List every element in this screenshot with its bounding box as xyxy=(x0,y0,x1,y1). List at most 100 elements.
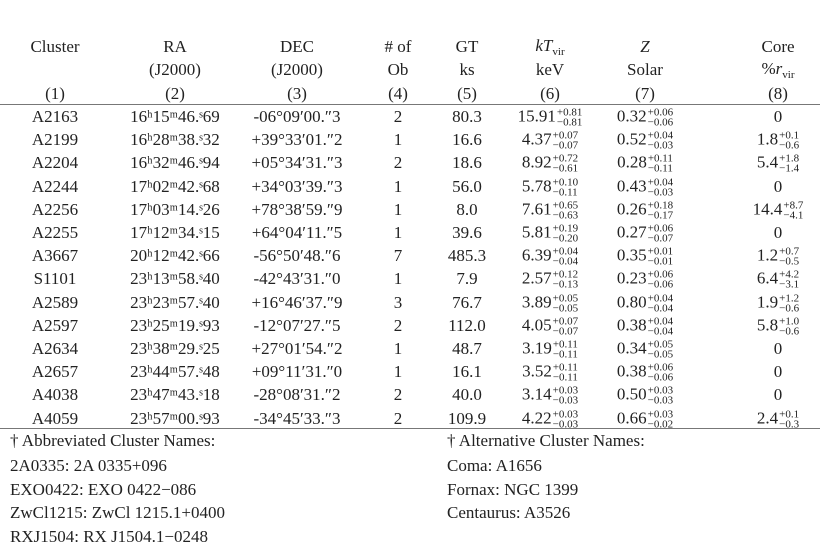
cell: 20ʰ12ᵐ42.ˢ66 xyxy=(130,246,220,266)
lower-error: −0.13 xyxy=(552,278,579,291)
cell: 1 xyxy=(393,199,403,219)
lower-error: −0.02 xyxy=(647,418,674,431)
value: 6.39 xyxy=(521,245,552,265)
measurement: 5.81 +0.19 −0.20 xyxy=(522,222,579,244)
upper-error: +0.06 xyxy=(647,361,674,374)
text: % xyxy=(761,58,776,78)
upper-error: +0.06 xyxy=(647,222,674,235)
error: +0.11 −0.11 xyxy=(553,339,578,360)
column-number: (6) xyxy=(540,84,560,103)
cell: 23ʰ25ᵐ19.ˢ93 xyxy=(130,315,220,335)
value: 0.52 xyxy=(616,129,647,149)
error: +0.01 −0.01 xyxy=(647,246,674,268)
measurement: 0.80 +0.04 −0.04 xyxy=(617,292,673,314)
value: 0.50 xyxy=(616,384,647,404)
measurement: 4.37 +0.07 −0.07 xyxy=(522,129,579,152)
measurement: 1.8 +0.1 −0.6 xyxy=(757,130,800,152)
error: +0.03 −0.03 xyxy=(552,408,579,430)
lower-error: −0.05 xyxy=(552,302,579,315)
value: 0.32 xyxy=(616,106,647,126)
error: +0.06 −0.06 xyxy=(647,107,674,129)
cell: 3 xyxy=(393,292,403,312)
error: +0.05 −0.05 xyxy=(552,293,579,315)
rule xyxy=(0,104,820,105)
cell: 16ʰ32ᵐ46.ˢ94 xyxy=(130,153,220,173)
value: 0.38 xyxy=(616,315,647,335)
cell: 485.3 xyxy=(447,246,487,266)
upper-error: +0.03 xyxy=(552,408,579,421)
cell: 40.0 xyxy=(452,385,482,405)
lower-error: −0.07 xyxy=(647,232,674,245)
value: 0.27 xyxy=(616,222,647,242)
error: +0.10 −0.11 xyxy=(553,177,578,198)
cell: +39°33′01.″2 xyxy=(251,130,343,150)
measurement: 6.4 +4.2 −3.1 xyxy=(757,269,799,291)
lower-error: −0.07 xyxy=(552,139,579,152)
cell: 7.9 xyxy=(456,269,478,289)
cell: 16ʰ15ᵐ46.ˢ69 xyxy=(130,107,220,126)
lower-error: −0.5 xyxy=(779,255,800,268)
value: 3.19 xyxy=(522,338,552,358)
cell: A2597 xyxy=(31,315,79,335)
cell: 2 xyxy=(393,107,403,126)
upper-error: +0.18 xyxy=(647,199,674,212)
error: +0.03 −0.03 xyxy=(552,385,579,407)
lower-error: −0.03 xyxy=(552,394,579,407)
measurement: 8.92 +0.72 −0.61 xyxy=(522,153,578,175)
header-text: (J2000) xyxy=(271,60,323,79)
cell: +78°38′59.″9 xyxy=(251,199,343,219)
measurement: 0.52 +0.04 −0.03 xyxy=(616,129,673,152)
measurement: 0.50 +0.03 −0.03 xyxy=(616,384,673,407)
cell: 23ʰ44ᵐ57.ˢ48 xyxy=(130,362,220,382)
lower-error: −0.6 xyxy=(779,139,800,152)
column-number: (3) xyxy=(287,84,307,103)
measurement: 0.43 +0.04 −0.03 xyxy=(617,176,673,198)
footnote-title: † Alternative Cluster Names: xyxy=(447,431,645,450)
cell: 17ʰ02ᵐ42.ˢ68 xyxy=(130,176,220,196)
measurement: 0.27 +0.06 −0.07 xyxy=(616,222,674,245)
value: 15.91 xyxy=(517,106,556,126)
column-number: (5) xyxy=(457,84,477,103)
error: +0.81 −0.81 xyxy=(556,106,583,128)
measurement: 14.4 +8.7 −4.1 xyxy=(752,199,804,222)
cell: 1 xyxy=(393,362,403,382)
subscript: vir xyxy=(782,69,795,82)
footnote-item: 2A0335: 2A 0335+096 xyxy=(10,456,167,475)
upper-error: +0.81 xyxy=(556,106,583,119)
upper-error: +1.8 xyxy=(779,152,800,165)
error: +0.04 −0.03 xyxy=(648,177,673,198)
cell: 109.9 xyxy=(447,408,487,428)
measurement: 4.05 +0.07 −0.07 xyxy=(522,315,578,337)
value: 2.4 xyxy=(756,408,779,428)
upper-error: +0.19 xyxy=(552,222,579,235)
footnote-item: ZwCl1215: ZwCl 1215.1+0400 xyxy=(10,503,226,522)
lower-error: −0.01 xyxy=(647,255,674,268)
value: 1.2 xyxy=(756,245,779,265)
column-number: (7) xyxy=(635,84,655,103)
measurement: 0.66 +0.03 −0.02 xyxy=(617,408,674,431)
cell: 16ʰ28ᵐ38.ˢ32 xyxy=(130,130,220,150)
upper-error: +0.07 xyxy=(552,129,579,142)
error: +1.0 −0.6 xyxy=(779,316,799,337)
cell: A3667 xyxy=(31,246,79,266)
error: +0.04 −0.04 xyxy=(648,293,673,314)
header-text: # of xyxy=(384,37,412,56)
value: 5.8 xyxy=(756,315,779,335)
footnote-item: Coma: A1656 xyxy=(447,456,542,475)
lower-error: −0.05 xyxy=(647,348,674,361)
cell: 0 xyxy=(773,176,783,196)
lower-error: −0.06 xyxy=(647,116,674,129)
measurement: 2.4 +0.1 −0.3 xyxy=(756,408,799,430)
cell: 7 xyxy=(393,246,403,266)
error: +0.12 −0.13 xyxy=(552,269,579,291)
lower-error: −4.1 xyxy=(783,209,804,222)
header-text: (J2000) xyxy=(149,60,201,79)
cell: 1 xyxy=(393,223,403,242)
upper-error: +8.7 xyxy=(783,199,804,212)
symbol: kT xyxy=(535,35,553,55)
cell: A2657 xyxy=(31,362,79,382)
value: 14.4 xyxy=(752,199,783,219)
measurement: 3.19 +0.11 −0.11 xyxy=(522,338,578,360)
footnote-item: EXO0422: EXO 0422−086 xyxy=(10,479,197,499)
cell: 80.3 xyxy=(452,107,482,126)
